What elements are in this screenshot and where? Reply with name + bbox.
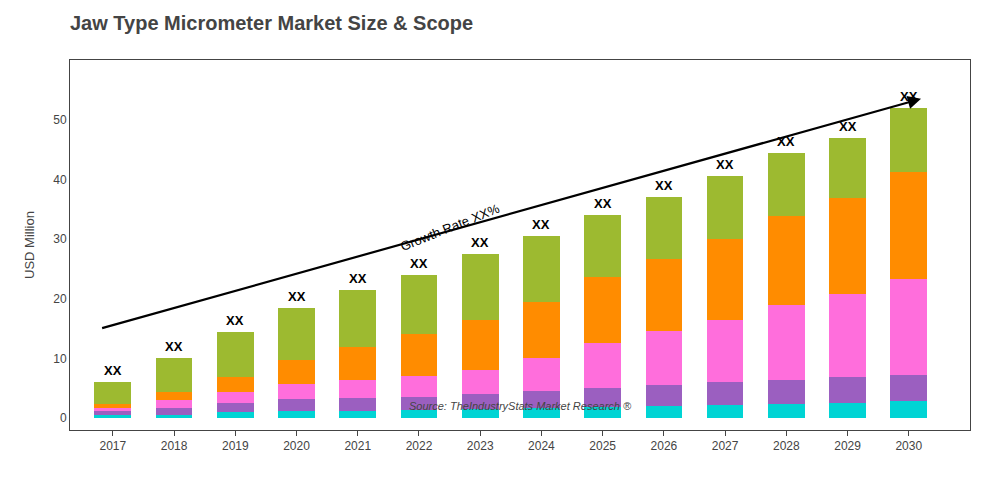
svg-text:20: 20	[53, 292, 67, 306]
svg-text:Source: TheIndustryStats Marke: Source: TheIndustryStats Market Research…	[409, 400, 632, 412]
svg-text:USD Million: USD Million	[22, 211, 37, 279]
svg-text:2024: 2024	[528, 439, 555, 453]
svg-text:XX: XX	[655, 178, 673, 193]
svg-text:XX: XX	[104, 363, 122, 378]
svg-text:2018: 2018	[161, 439, 188, 453]
svg-text:XX: XX	[777, 134, 795, 149]
svg-text:XX: XX	[839, 119, 857, 134]
svg-text:0: 0	[60, 411, 67, 425]
svg-text:2021: 2021	[344, 439, 371, 453]
svg-text:XX: XX	[594, 196, 612, 211]
svg-text:2028: 2028	[773, 439, 800, 453]
svg-text:2023: 2023	[467, 439, 494, 453]
svg-text:2026: 2026	[651, 439, 678, 453]
svg-text:XX: XX	[165, 339, 183, 354]
svg-text:2030: 2030	[895, 439, 922, 453]
svg-text:Jaw Type Micrometer Market Siz: Jaw Type Micrometer Market Size & Scope	[70, 12, 473, 34]
svg-text:XX: XX	[349, 271, 367, 286]
svg-text:30: 30	[53, 232, 67, 246]
svg-text:XX: XX	[532, 217, 550, 232]
svg-text:XX: XX	[471, 235, 489, 250]
svg-text:2025: 2025	[589, 439, 616, 453]
svg-text:10: 10	[53, 352, 67, 366]
svg-text:Growth Rate XX%: Growth Rate XX%	[398, 201, 502, 255]
svg-text:XX: XX	[410, 256, 428, 271]
svg-text:40: 40	[53, 173, 67, 187]
svg-text:XX: XX	[226, 313, 244, 328]
svg-text:2027: 2027	[712, 439, 739, 453]
svg-text:XX: XX	[900, 89, 918, 104]
svg-text:2029: 2029	[834, 439, 861, 453]
svg-text:2022: 2022	[406, 439, 433, 453]
svg-text:XX: XX	[716, 157, 734, 172]
svg-text:2020: 2020	[283, 439, 310, 453]
svg-text:50: 50	[53, 113, 67, 127]
svg-text:XX: XX	[288, 289, 306, 304]
svg-text:2019: 2019	[222, 439, 249, 453]
svg-text:2017: 2017	[100, 439, 127, 453]
